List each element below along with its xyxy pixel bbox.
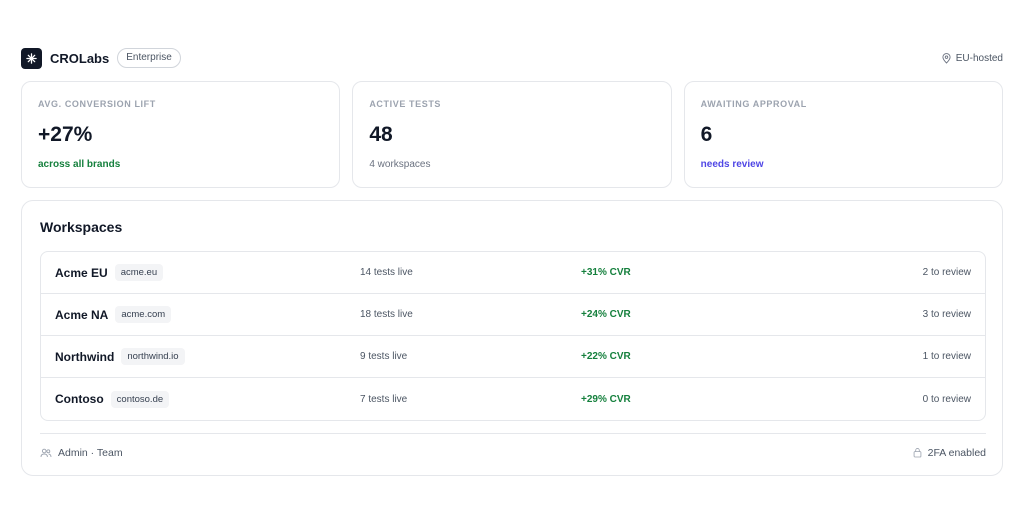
kpi-card-active-tests: ACTIVE TESTS 48 4 workspaces bbox=[352, 81, 672, 188]
workspace-cvr: +31% CVR bbox=[581, 267, 631, 278]
kpi-label: AVG. CONVERSION LIFT bbox=[38, 99, 156, 109]
region-indicator: EU-hosted bbox=[942, 53, 1003, 64]
kpi-row: AVG. CONVERSION LIFT +27% across all bra… bbox=[21, 81, 1003, 188]
workspace-name: Contoso bbox=[55, 392, 104, 406]
workspace-cvr: +29% CVR bbox=[581, 393, 631, 405]
workspace-tests: 18 tests live bbox=[360, 309, 413, 320]
workspace-tests: 14 tests live bbox=[360, 267, 413, 278]
kpi-card-conversion-lift: AVG. CONVERSION LIFT +27% across all bra… bbox=[21, 81, 341, 188]
kpi-subtext: across all brands bbox=[38, 159, 121, 170]
table-row[interactable]: Acme EU acme.eu 14 tests live +31% CVR 2… bbox=[41, 252, 985, 294]
workspace-domain: acme.eu bbox=[114, 264, 164, 281]
workspace-name: Northwind bbox=[55, 349, 115, 364]
team-role-label: Admin · Team bbox=[58, 446, 123, 459]
users-icon bbox=[40, 448, 52, 457]
workspace-review: 2 to review bbox=[922, 267, 971, 278]
kpi-card-awaiting-approval: AWAITING APPROVAL 6 needs review bbox=[683, 81, 1003, 188]
workspace-name: Acme EU bbox=[55, 265, 108, 280]
kpi-value: +27% bbox=[38, 123, 93, 146]
security-status: 2FA enabled bbox=[913, 447, 986, 459]
top-bar: CROLabs Enterprise EU-hosted bbox=[21, 47, 1003, 69]
table-row[interactable]: Acme NA acme.com 18 tests live +24% CVR … bbox=[41, 294, 985, 336]
workspace-tests: 9 tests live bbox=[360, 351, 408, 362]
security-status-label: 2FA enabled bbox=[927, 446, 986, 459]
workspaces-card: Workspaces Acme EU acme.eu 14 tests live… bbox=[21, 200, 1003, 476]
team-role: Admin · Team bbox=[40, 447, 123, 459]
lock-icon bbox=[913, 448, 921, 458]
workspace-review: 3 to review bbox=[922, 309, 971, 320]
workspace-review: 1 to review bbox=[922, 351, 971, 362]
workspaces-footer: Admin · Team 2FA enabled bbox=[40, 433, 986, 471]
workspace-domain: contoso.de bbox=[110, 390, 170, 408]
workspaces-table: Acme EU acme.eu 14 tests live +31% CVR 2… bbox=[40, 251, 986, 421]
asterisk-icon[interactable] bbox=[21, 47, 42, 69]
region-label: EU-hosted bbox=[955, 52, 1003, 64]
workspace-cvr: +24% CVR bbox=[581, 309, 631, 320]
kpi-subtext-link[interactable]: needs review bbox=[700, 159, 764, 170]
table-row[interactable]: Northwind northwind.io 9 tests live +22%… bbox=[41, 336, 985, 378]
workspace-tests: 7 tests live bbox=[360, 393, 408, 405]
brand-name[interactable]: CROLabs bbox=[50, 50, 110, 66]
kpi-label: AWAITING APPROVAL bbox=[700, 99, 807, 109]
workspace-review: 0 to review bbox=[922, 393, 971, 405]
workspace-cvr: +22% CVR bbox=[581, 351, 631, 362]
workspace-domain: acme.com bbox=[115, 306, 172, 323]
workspace-domain: northwind.io bbox=[121, 348, 185, 365]
plan-badge: Enterprise bbox=[117, 48, 181, 68]
table-row[interactable]: Contoso contoso.de 7 tests live +29% CVR… bbox=[41, 378, 985, 420]
kpi-label: ACTIVE TESTS bbox=[369, 99, 442, 109]
workspaces-title: Workspaces bbox=[40, 219, 123, 235]
kpi-subtext: 4 workspaces bbox=[369, 159, 431, 170]
kpi-value: 48 bbox=[369, 123, 393, 146]
location-pin-icon bbox=[942, 52, 951, 64]
workspace-name: Acme NA bbox=[55, 307, 109, 322]
kpi-value: 6 bbox=[700, 123, 713, 146]
